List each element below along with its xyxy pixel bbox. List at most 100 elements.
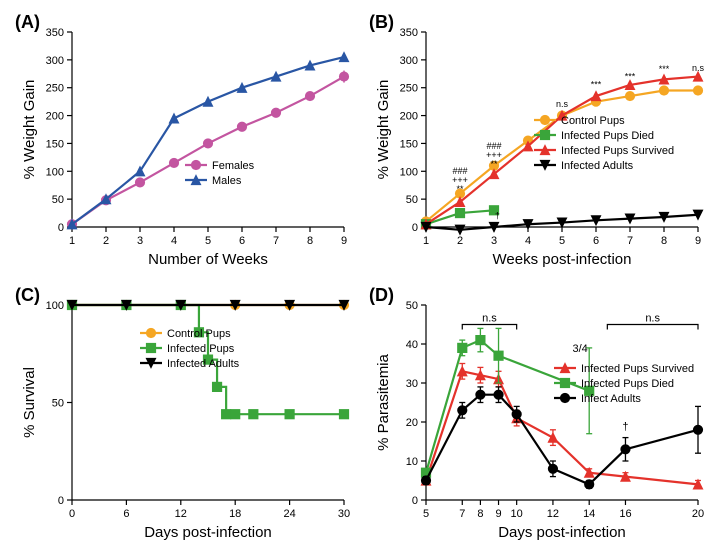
svg-text:Days post-infection: Days post-infection xyxy=(498,524,626,541)
svg-text:n.s: n.s xyxy=(482,312,497,324)
svg-text:†: † xyxy=(622,420,628,432)
svg-text:3/4: 3/4 xyxy=(572,342,587,354)
svg-text:% Weight Gain: % Weight Gain xyxy=(21,80,38,180)
svg-text:Control Pups: Control Pups xyxy=(167,328,231,340)
chart-b: 050100150200250300350123456789Weeks post… xyxy=(364,10,708,272)
svg-text:24: 24 xyxy=(283,508,295,520)
svg-text:250: 250 xyxy=(400,83,418,95)
svg-text:% Weight Gain: % Weight Gain xyxy=(375,80,392,180)
svg-text:20: 20 xyxy=(406,417,418,429)
svg-text:Days post-infection: Days post-infection xyxy=(144,524,272,541)
svg-text:Infected Adults: Infected Adults xyxy=(561,160,634,172)
svg-text:4: 4 xyxy=(171,235,177,247)
svg-text:50: 50 xyxy=(52,194,64,206)
svg-text:Weeks post-infection: Weeks post-infection xyxy=(493,251,632,268)
svg-text:2: 2 xyxy=(103,235,109,247)
panel-c-label: (C) xyxy=(15,285,40,306)
svg-text:n.s: n.s xyxy=(556,99,569,109)
svg-text:Infected Pups Survived: Infected Pups Survived xyxy=(561,145,674,157)
panel-a-label: (A) xyxy=(15,12,40,33)
panel-c: (C) 0 50 100 0 6 12 18 24 30 Days post-infection%… xyxy=(10,283,354,546)
svg-text:Infected Pups Survived: Infected Pups Survived xyxy=(581,363,694,375)
panel-b-label: (B) xyxy=(369,12,394,33)
svg-text:Infected Pups Died: Infected Pups Died xyxy=(561,130,654,142)
svg-text:0: 0 xyxy=(58,222,64,234)
svg-text:% Survival: % Survival xyxy=(21,367,38,438)
svg-text:14: 14 xyxy=(583,508,595,520)
svg-text:30: 30 xyxy=(406,378,418,390)
svg-text:***: *** xyxy=(659,64,670,74)
svg-text:300: 300 xyxy=(400,55,418,67)
svg-text:†: † xyxy=(495,211,500,221)
svg-text:9: 9 xyxy=(495,508,501,520)
svg-text:Males: Males xyxy=(212,175,242,187)
svg-text:***: *** xyxy=(591,80,602,90)
svg-text:50: 50 xyxy=(406,194,418,206)
svg-text:8: 8 xyxy=(307,235,313,247)
svg-text:150: 150 xyxy=(46,138,64,150)
svg-text:8: 8 xyxy=(477,508,483,520)
svg-text:7: 7 xyxy=(459,508,465,520)
svg-text:350: 350 xyxy=(46,27,64,39)
svg-text:200: 200 xyxy=(400,111,418,123)
svg-text:n.s: n.s xyxy=(645,312,660,324)
svg-text:300: 300 xyxy=(46,55,64,67)
chart-a: 0 50 100 150 200 250 300 350 1 2 3 4 5 6 7 8 9 Number of … xyxy=(10,10,354,272)
chart-d: 0 10 20 30 40 50 5 789 10 12 14 16 20 Days post-infec… xyxy=(364,283,708,545)
svg-text:100: 100 xyxy=(46,166,64,178)
svg-text:Infected Pups: Infected Pups xyxy=(167,343,235,355)
svg-text:**: ** xyxy=(490,159,498,169)
svg-text:6: 6 xyxy=(123,508,129,520)
svg-text:16: 16 xyxy=(619,508,631,520)
svg-text:50: 50 xyxy=(406,300,418,312)
svg-text:10: 10 xyxy=(511,508,523,520)
svg-text:n.s: n.s xyxy=(692,63,705,73)
svg-text:100: 100 xyxy=(400,166,418,178)
svg-text:6: 6 xyxy=(239,235,245,247)
svg-text:Infected Pups Died: Infected Pups Died xyxy=(581,378,674,390)
svg-text:***: *** xyxy=(625,71,636,81)
svg-text:100: 100 xyxy=(46,300,64,312)
svg-text:9: 9 xyxy=(695,235,701,247)
svg-text:Infect Adults: Infect Adults xyxy=(581,393,641,405)
svg-text:30: 30 xyxy=(338,508,350,520)
svg-text:3: 3 xyxy=(137,235,143,247)
svg-text:7: 7 xyxy=(627,235,633,247)
panel-b: (B) 050100150200250300350123456789Weeks … xyxy=(364,10,708,273)
svg-text:% Parasitemia: % Parasitemia xyxy=(375,353,392,450)
svg-text:0: 0 xyxy=(58,495,64,507)
svg-text:Females: Females xyxy=(212,160,255,172)
svg-text:12: 12 xyxy=(547,508,559,520)
svg-text:9: 9 xyxy=(341,235,347,247)
svg-text:5: 5 xyxy=(423,508,429,520)
svg-text:4: 4 xyxy=(525,235,531,247)
chart-grid: (A) 050100150200250300350123456789Number… xyxy=(10,10,699,545)
chart-c: 0 50 100 0 6 12 18 24 30 Days post-infection % Sur… xyxy=(10,283,354,545)
svg-text:7: 7 xyxy=(273,235,279,247)
svg-text:5: 5 xyxy=(559,235,565,247)
svg-text:40: 40 xyxy=(406,339,418,351)
panel-d: (D) 0102030405057891012141620Days post-i… xyxy=(364,283,708,546)
svg-text:3: 3 xyxy=(491,235,497,247)
svg-text:8: 8 xyxy=(661,235,667,247)
svg-text:1: 1 xyxy=(423,235,429,247)
svg-text:250: 250 xyxy=(46,83,64,95)
svg-text:18: 18 xyxy=(229,508,241,520)
svg-text:20: 20 xyxy=(692,508,704,520)
svg-text:200: 200 xyxy=(46,111,64,123)
svg-text:5: 5 xyxy=(205,235,211,247)
svg-text:10: 10 xyxy=(406,456,418,468)
svg-text:Control Pups: Control Pups xyxy=(561,115,625,127)
svg-text:0: 0 xyxy=(412,222,418,234)
svg-text:0: 0 xyxy=(412,495,418,507)
svg-text:Infected Adults: Infected Adults xyxy=(167,358,240,370)
svg-text:12: 12 xyxy=(175,508,187,520)
svg-text:150: 150 xyxy=(400,138,418,150)
svg-text:Number of Weeks: Number of Weeks xyxy=(148,251,268,268)
panel-a: (A) 0 50 100 150 200 250 300 350 1 2 3 4 5 6 7 8 9 Number… xyxy=(10,10,354,273)
svg-text:**: ** xyxy=(456,184,464,194)
svg-text:1: 1 xyxy=(69,235,75,247)
svg-text:350: 350 xyxy=(400,27,418,39)
svg-text:50: 50 xyxy=(52,397,64,409)
svg-text:0: 0 xyxy=(69,508,75,520)
